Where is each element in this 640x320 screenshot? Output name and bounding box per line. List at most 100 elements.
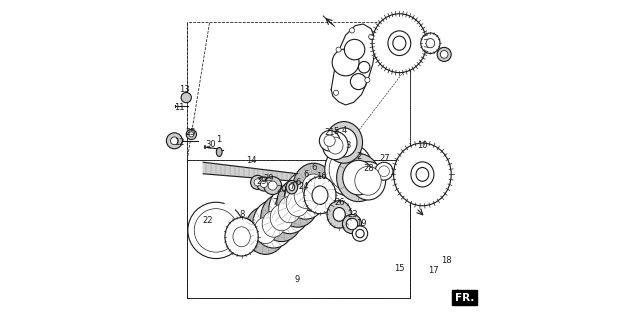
Ellipse shape (304, 177, 336, 214)
Text: FR.: FR. (455, 292, 474, 303)
Text: 3: 3 (346, 141, 351, 150)
Ellipse shape (269, 186, 310, 234)
Text: 7: 7 (289, 182, 295, 191)
Ellipse shape (411, 162, 434, 187)
Circle shape (166, 133, 182, 149)
Circle shape (365, 77, 370, 83)
Circle shape (268, 181, 277, 190)
Ellipse shape (233, 227, 250, 247)
Circle shape (188, 202, 244, 259)
Polygon shape (204, 162, 298, 181)
Ellipse shape (333, 208, 346, 221)
Circle shape (346, 218, 358, 230)
Circle shape (170, 137, 178, 145)
Text: 15: 15 (394, 264, 404, 273)
Ellipse shape (262, 211, 285, 237)
Text: 29: 29 (263, 174, 273, 183)
Circle shape (319, 131, 340, 151)
Text: 16: 16 (316, 172, 326, 181)
Ellipse shape (302, 174, 325, 200)
Circle shape (437, 47, 451, 61)
Text: 18: 18 (441, 256, 452, 265)
Circle shape (336, 47, 341, 52)
Text: 6: 6 (311, 163, 316, 172)
Circle shape (333, 90, 339, 95)
Text: 12: 12 (175, 138, 185, 147)
Text: 26: 26 (335, 198, 345, 207)
Ellipse shape (337, 154, 380, 202)
Text: 29: 29 (257, 177, 267, 186)
Circle shape (342, 214, 362, 234)
Ellipse shape (285, 171, 326, 219)
Ellipse shape (261, 194, 303, 242)
Ellipse shape (294, 182, 317, 208)
Circle shape (349, 28, 355, 33)
Circle shape (264, 177, 282, 195)
Circle shape (356, 229, 364, 238)
Ellipse shape (372, 14, 427, 73)
Ellipse shape (328, 137, 343, 154)
Text: 6: 6 (295, 178, 300, 187)
Text: 17: 17 (428, 266, 439, 275)
Ellipse shape (426, 39, 435, 48)
Circle shape (358, 61, 370, 73)
Circle shape (189, 132, 194, 137)
Ellipse shape (245, 206, 287, 254)
Text: 20: 20 (276, 185, 287, 194)
Text: 6: 6 (303, 170, 308, 179)
Ellipse shape (253, 200, 294, 248)
Text: 21: 21 (324, 128, 335, 137)
Text: 22: 22 (202, 216, 212, 225)
Text: 8: 8 (240, 210, 245, 219)
Circle shape (260, 180, 268, 188)
Text: 23: 23 (347, 210, 358, 219)
Circle shape (375, 162, 393, 180)
Ellipse shape (324, 143, 372, 196)
Ellipse shape (416, 167, 429, 181)
Circle shape (251, 175, 265, 189)
Text: 24: 24 (298, 182, 308, 191)
Ellipse shape (343, 160, 374, 195)
Text: 2: 2 (356, 152, 362, 161)
Ellipse shape (289, 184, 295, 191)
Ellipse shape (286, 190, 309, 216)
Circle shape (324, 135, 335, 147)
Text: 4: 4 (342, 126, 347, 135)
Circle shape (379, 166, 389, 177)
Text: 9: 9 (295, 276, 300, 284)
Text: 7: 7 (273, 198, 278, 207)
Ellipse shape (388, 31, 411, 56)
Circle shape (369, 34, 374, 39)
Text: 13: 13 (179, 85, 189, 94)
Text: 10: 10 (417, 141, 428, 150)
Circle shape (186, 129, 196, 140)
Text: 25: 25 (186, 128, 196, 137)
Text: 1: 1 (216, 135, 221, 144)
Text: 27: 27 (380, 154, 390, 163)
Text: 14: 14 (246, 156, 257, 164)
Circle shape (440, 51, 448, 58)
Text: 5: 5 (333, 127, 339, 136)
Ellipse shape (216, 148, 222, 156)
Circle shape (332, 49, 359, 76)
Circle shape (195, 209, 238, 252)
Ellipse shape (277, 179, 319, 227)
Circle shape (344, 39, 365, 60)
Ellipse shape (329, 148, 369, 191)
Ellipse shape (327, 201, 351, 228)
Circle shape (351, 74, 367, 90)
Text: 28: 28 (364, 164, 374, 173)
Text: 30: 30 (205, 140, 216, 149)
Ellipse shape (393, 36, 406, 50)
Ellipse shape (293, 163, 335, 211)
Ellipse shape (355, 166, 381, 195)
Ellipse shape (326, 122, 362, 163)
Ellipse shape (421, 33, 440, 53)
Text: 19: 19 (356, 219, 366, 228)
Ellipse shape (312, 186, 328, 204)
Ellipse shape (351, 162, 385, 200)
Polygon shape (332, 24, 376, 105)
Ellipse shape (323, 132, 348, 160)
Ellipse shape (278, 196, 301, 223)
Ellipse shape (331, 128, 357, 157)
